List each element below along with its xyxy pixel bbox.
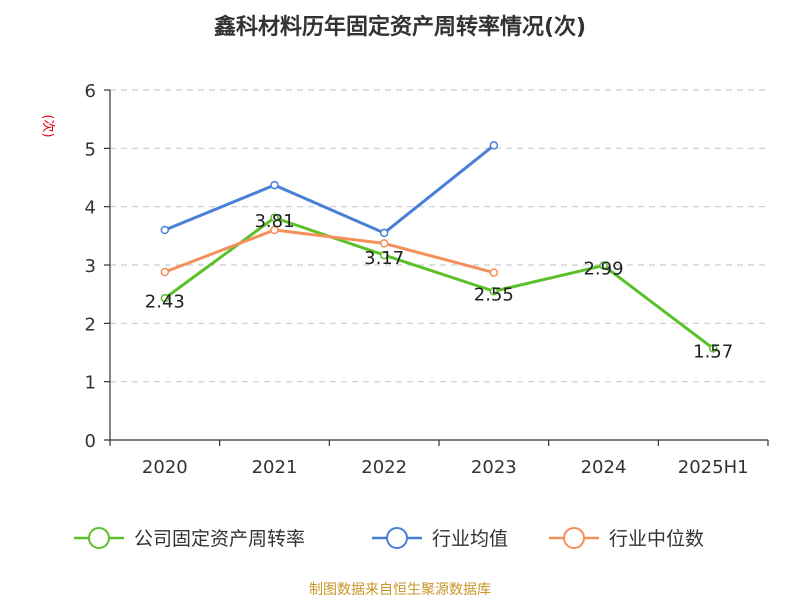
data-label: 2.43	[145, 291, 185, 312]
legend-marker	[88, 527, 110, 549]
series-line	[164, 144, 495, 235]
x-tick-label: 2025H1	[678, 457, 749, 478]
legend-item: 行业均值	[372, 527, 508, 550]
y-tick-label: 3	[85, 256, 96, 277]
data-point	[379, 250, 389, 260]
data-label: 3.81	[254, 211, 294, 232]
x-tick-label: 2020	[142, 457, 188, 478]
legend-label: 公司固定资产周转率	[134, 528, 305, 550]
data-point	[379, 228, 389, 238]
series-0	[160, 213, 718, 353]
x-tick-label: 2022	[361, 457, 407, 478]
chart-title: 鑫科材料历年固定资产周转率情况(次)	[214, 14, 586, 40]
series-line	[164, 228, 495, 275]
y-tick-label: 6	[85, 81, 96, 102]
data-point	[379, 239, 389, 248]
axes	[104, 89, 769, 446]
data-label: 2.99	[583, 259, 623, 280]
y-tick-labels: 0 1 2 3 4 5 6	[85, 81, 96, 452]
legend-marker	[386, 527, 408, 549]
data-point	[489, 287, 499, 296]
x-tick-label: 2021	[252, 457, 298, 478]
data-point	[489, 141, 499, 150]
legend-item: 公司固定资产周转率	[74, 527, 305, 550]
source-note: 制图数据来自恒生聚源数据库	[309, 582, 491, 598]
legend-item: 行业中位数	[549, 527, 704, 550]
data-point	[270, 180, 279, 190]
x-tick-labels: 2020 2021 2022 2023 2024 2025H1	[142, 457, 749, 478]
data-point	[160, 294, 170, 303]
series-group	[160, 141, 718, 353]
grid-lines	[110, 89, 768, 383]
x-tick-label: 2023	[471, 457, 517, 478]
series-2	[160, 225, 499, 277]
y-tick-label: 2	[85, 314, 96, 335]
y-tick-label: 4	[85, 198, 96, 219]
y-axis-label: (次)	[40, 114, 56, 137]
x-tick-label: 2024	[581, 457, 627, 478]
legend-label: 行业均值	[432, 528, 508, 550]
data-label: 1.57	[693, 341, 733, 362]
series-line	[163, 216, 715, 350]
legend: 公司固定资产周转率 行业均值 行业中位数	[74, 527, 704, 550]
y-tick-label: 0	[85, 431, 96, 452]
data-point	[708, 344, 718, 353]
data-point	[270, 213, 279, 222]
y-tick-label: 5	[85, 139, 96, 160]
legend-marker	[563, 527, 585, 549]
data-labels: 2.43 3.81 3.17 2.55 2.99 1.57	[145, 211, 733, 363]
data-point	[160, 267, 170, 277]
y-tick-label: 1	[85, 373, 96, 394]
data-point	[599, 261, 608, 270]
data-point	[270, 225, 279, 235]
data-label: 2.55	[474, 284, 514, 305]
data-label: 3.17	[364, 248, 404, 269]
data-point	[160, 225, 170, 235]
series-1	[160, 141, 499, 238]
data-point	[489, 268, 499, 277]
legend-label: 行业中位数	[609, 528, 704, 550]
